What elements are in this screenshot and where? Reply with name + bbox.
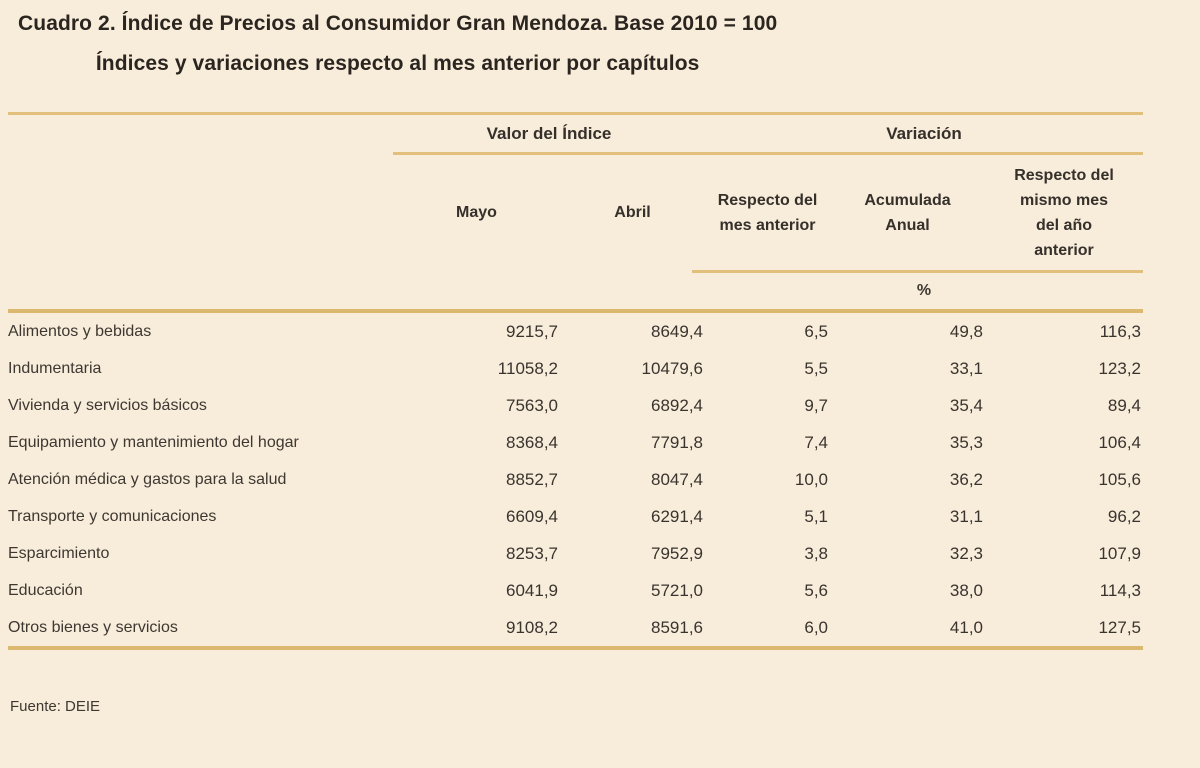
cell-var_yoy: 114,3 <box>1099 580 1141 600</box>
cell-var_yoy: 123,2 <box>1098 358 1141 378</box>
table-row: Atención médica y gastos para la salud 88… <box>8 461 1143 498</box>
column-header-var-mes: Respecto del mes anterior <box>705 188 830 238</box>
cell-var_acum: 41,0 <box>949 617 983 637</box>
cell-abril: 5721,0 <box>651 580 703 600</box>
cell-mayo: 8253,7 <box>506 543 558 563</box>
cell-var_yoy: 116,3 <box>1099 321 1141 341</box>
cell-mayo: 8852,7 <box>506 469 558 489</box>
row-label: Indumentaria <box>8 359 102 377</box>
row-label: Alimentos y bebidas <box>8 322 152 340</box>
column-header-var-acumulada: Acumulada Anual <box>830 188 985 238</box>
column-header-var-interanual: Respecto del mismo mes del año anterior <box>985 163 1143 263</box>
table-row: Equipamiento y mantenimiento del hogar 83… <box>8 424 1143 461</box>
table-body: Alimentos y bebidas 9215,7 8649,4 6,5 49,8 11… <box>8 313 1143 646</box>
cell-abril: 8591,6 <box>651 617 703 637</box>
group-header-rule-row <box>8 152 1143 155</box>
table-row: Vivienda y servicios básicos 7563,0 6892,4… <box>8 387 1143 424</box>
unit-label: % <box>916 282 932 299</box>
source-note: Fuente: DEIE <box>10 698 101 715</box>
table-row: Indumentaria 11058,2 10479,6 5,5 33,1 123,2 <box>8 350 1143 387</box>
table-row: Otros bienes y servicios 9108,2 8591,6 6,0 4… <box>8 609 1143 646</box>
table-row: Educación 6041,9 5721,0 5,6 38,0 114,3 <box>8 572 1143 609</box>
table-title-line2: Índices y variaciones respecto al mes an… <box>95 52 700 75</box>
header-line: Anual <box>885 216 930 234</box>
row-label: Otros bienes y servicios <box>8 618 178 636</box>
cell-mayo: 9215,7 <box>506 321 558 341</box>
header-line: Respecto del <box>717 191 818 209</box>
cell-var_mes: 9,7 <box>804 395 828 415</box>
cell-var_acum: 32,3 <box>949 543 983 563</box>
table-title-line1: Cuadro 2. Índice de Precios al Consumido… <box>18 12 778 35</box>
header-line: anterior <box>1034 241 1094 259</box>
cell-var_acum: 35,3 <box>949 432 983 452</box>
cell-mayo: 8368,4 <box>506 432 558 452</box>
group-header-valor-del-indice: Valor del Índice <box>486 123 612 143</box>
cell-var_acum: 49,8 <box>949 321 983 341</box>
cell-abril: 6291,4 <box>651 506 703 526</box>
cell-var_acum: 31,1 <box>949 506 983 526</box>
cell-abril: 8649,4 <box>651 321 703 341</box>
cell-abril: 10479,6 <box>641 358 703 378</box>
row-label: Educación <box>8 581 83 599</box>
cell-mayo: 6609,4 <box>506 506 558 526</box>
header-line: Respecto del <box>1014 166 1114 184</box>
column-header-row: Mayo Abril Respecto del mes anterior Acu… <box>8 155 1143 270</box>
cell-mayo: 9108,2 <box>506 617 558 637</box>
cell-mayo: 7563,0 <box>506 395 558 415</box>
header-line: mismo mes <box>1019 191 1109 209</box>
cell-abril: 8047,4 <box>651 469 703 489</box>
header-line: mes anterior <box>719 216 816 234</box>
price-index-table: Valor del Índice Variación Mayo Abril Re… <box>8 112 1143 650</box>
row-label: Atención médica y gastos para la salud <box>8 470 287 488</box>
row-label: Vivienda y servicios básicos <box>8 396 207 414</box>
table-row: Transporte y comunicaciones 6609,4 6291,4 5… <box>8 498 1143 535</box>
column-header-abril: Abril <box>614 204 651 221</box>
cell-abril: 7952,9 <box>651 543 703 563</box>
cell-var_yoy: 96,2 <box>1107 506 1141 526</box>
variacion-subheader-rule <box>692 270 1143 273</box>
cell-var_yoy: 89,4 <box>1107 395 1141 415</box>
cell-var_yoy: 105,6 <box>1098 469 1141 489</box>
table-row: Alimentos y bebidas 9215,7 8649,4 6,5 49,8 11… <box>8 313 1143 350</box>
header-line: del año <box>1035 216 1092 234</box>
row-label: Transporte y comunicaciones <box>8 507 217 525</box>
group-header-variacion: Variación <box>886 123 962 143</box>
row-label: Equipamiento y mantenimiento del hogar <box>8 433 299 451</box>
cell-var_acum: 38,0 <box>949 580 983 600</box>
cell-var_mes: 5,5 <box>804 358 828 378</box>
cell-var_mes: 5,6 <box>804 580 828 600</box>
cell-var_yoy: 106,4 <box>1098 432 1141 452</box>
cell-var_acum: 36,2 <box>949 469 983 489</box>
cell-var_mes: 6,0 <box>804 617 828 637</box>
header-line: Acumulada <box>864 191 951 209</box>
group-header-row: Valor del Índice Variación <box>8 115 1143 152</box>
cell-var_yoy: 107,9 <box>1098 543 1141 563</box>
variacion-rule-row <box>8 270 1143 273</box>
table-title: Cuadro 2. Índice de Precios al Consumido… <box>18 4 777 84</box>
cell-abril: 6892,4 <box>651 395 703 415</box>
table-bottom-rule <box>8 646 1143 650</box>
group-header-rule <box>393 152 1143 155</box>
cell-var_mes: 3,8 <box>804 543 828 563</box>
row-label: Esparcimiento <box>8 544 110 562</box>
column-header-mayo: Mayo <box>456 204 497 221</box>
unit-row: % <box>8 273 1143 309</box>
cell-var_mes: 10,0 <box>794 469 828 489</box>
table-top-rule <box>8 112 1143 115</box>
cell-abril: 7791,8 <box>651 432 703 452</box>
cell-var_mes: 5,1 <box>804 506 828 526</box>
cell-var_mes: 6,5 <box>804 321 828 341</box>
cell-var_mes: 7,4 <box>804 432 828 452</box>
cell-var_acum: 35,4 <box>949 395 983 415</box>
cell-var_acum: 33,1 <box>949 358 983 378</box>
cell-var_yoy: 127,5 <box>1098 617 1141 637</box>
table-row: Esparcimiento 8253,7 7952,9 3,8 32,3 107,9 <box>8 535 1143 572</box>
cell-mayo: 11058,2 <box>497 358 558 378</box>
cell-mayo: 6041,9 <box>506 580 558 600</box>
header-body-divider-rule <box>8 309 1143 313</box>
